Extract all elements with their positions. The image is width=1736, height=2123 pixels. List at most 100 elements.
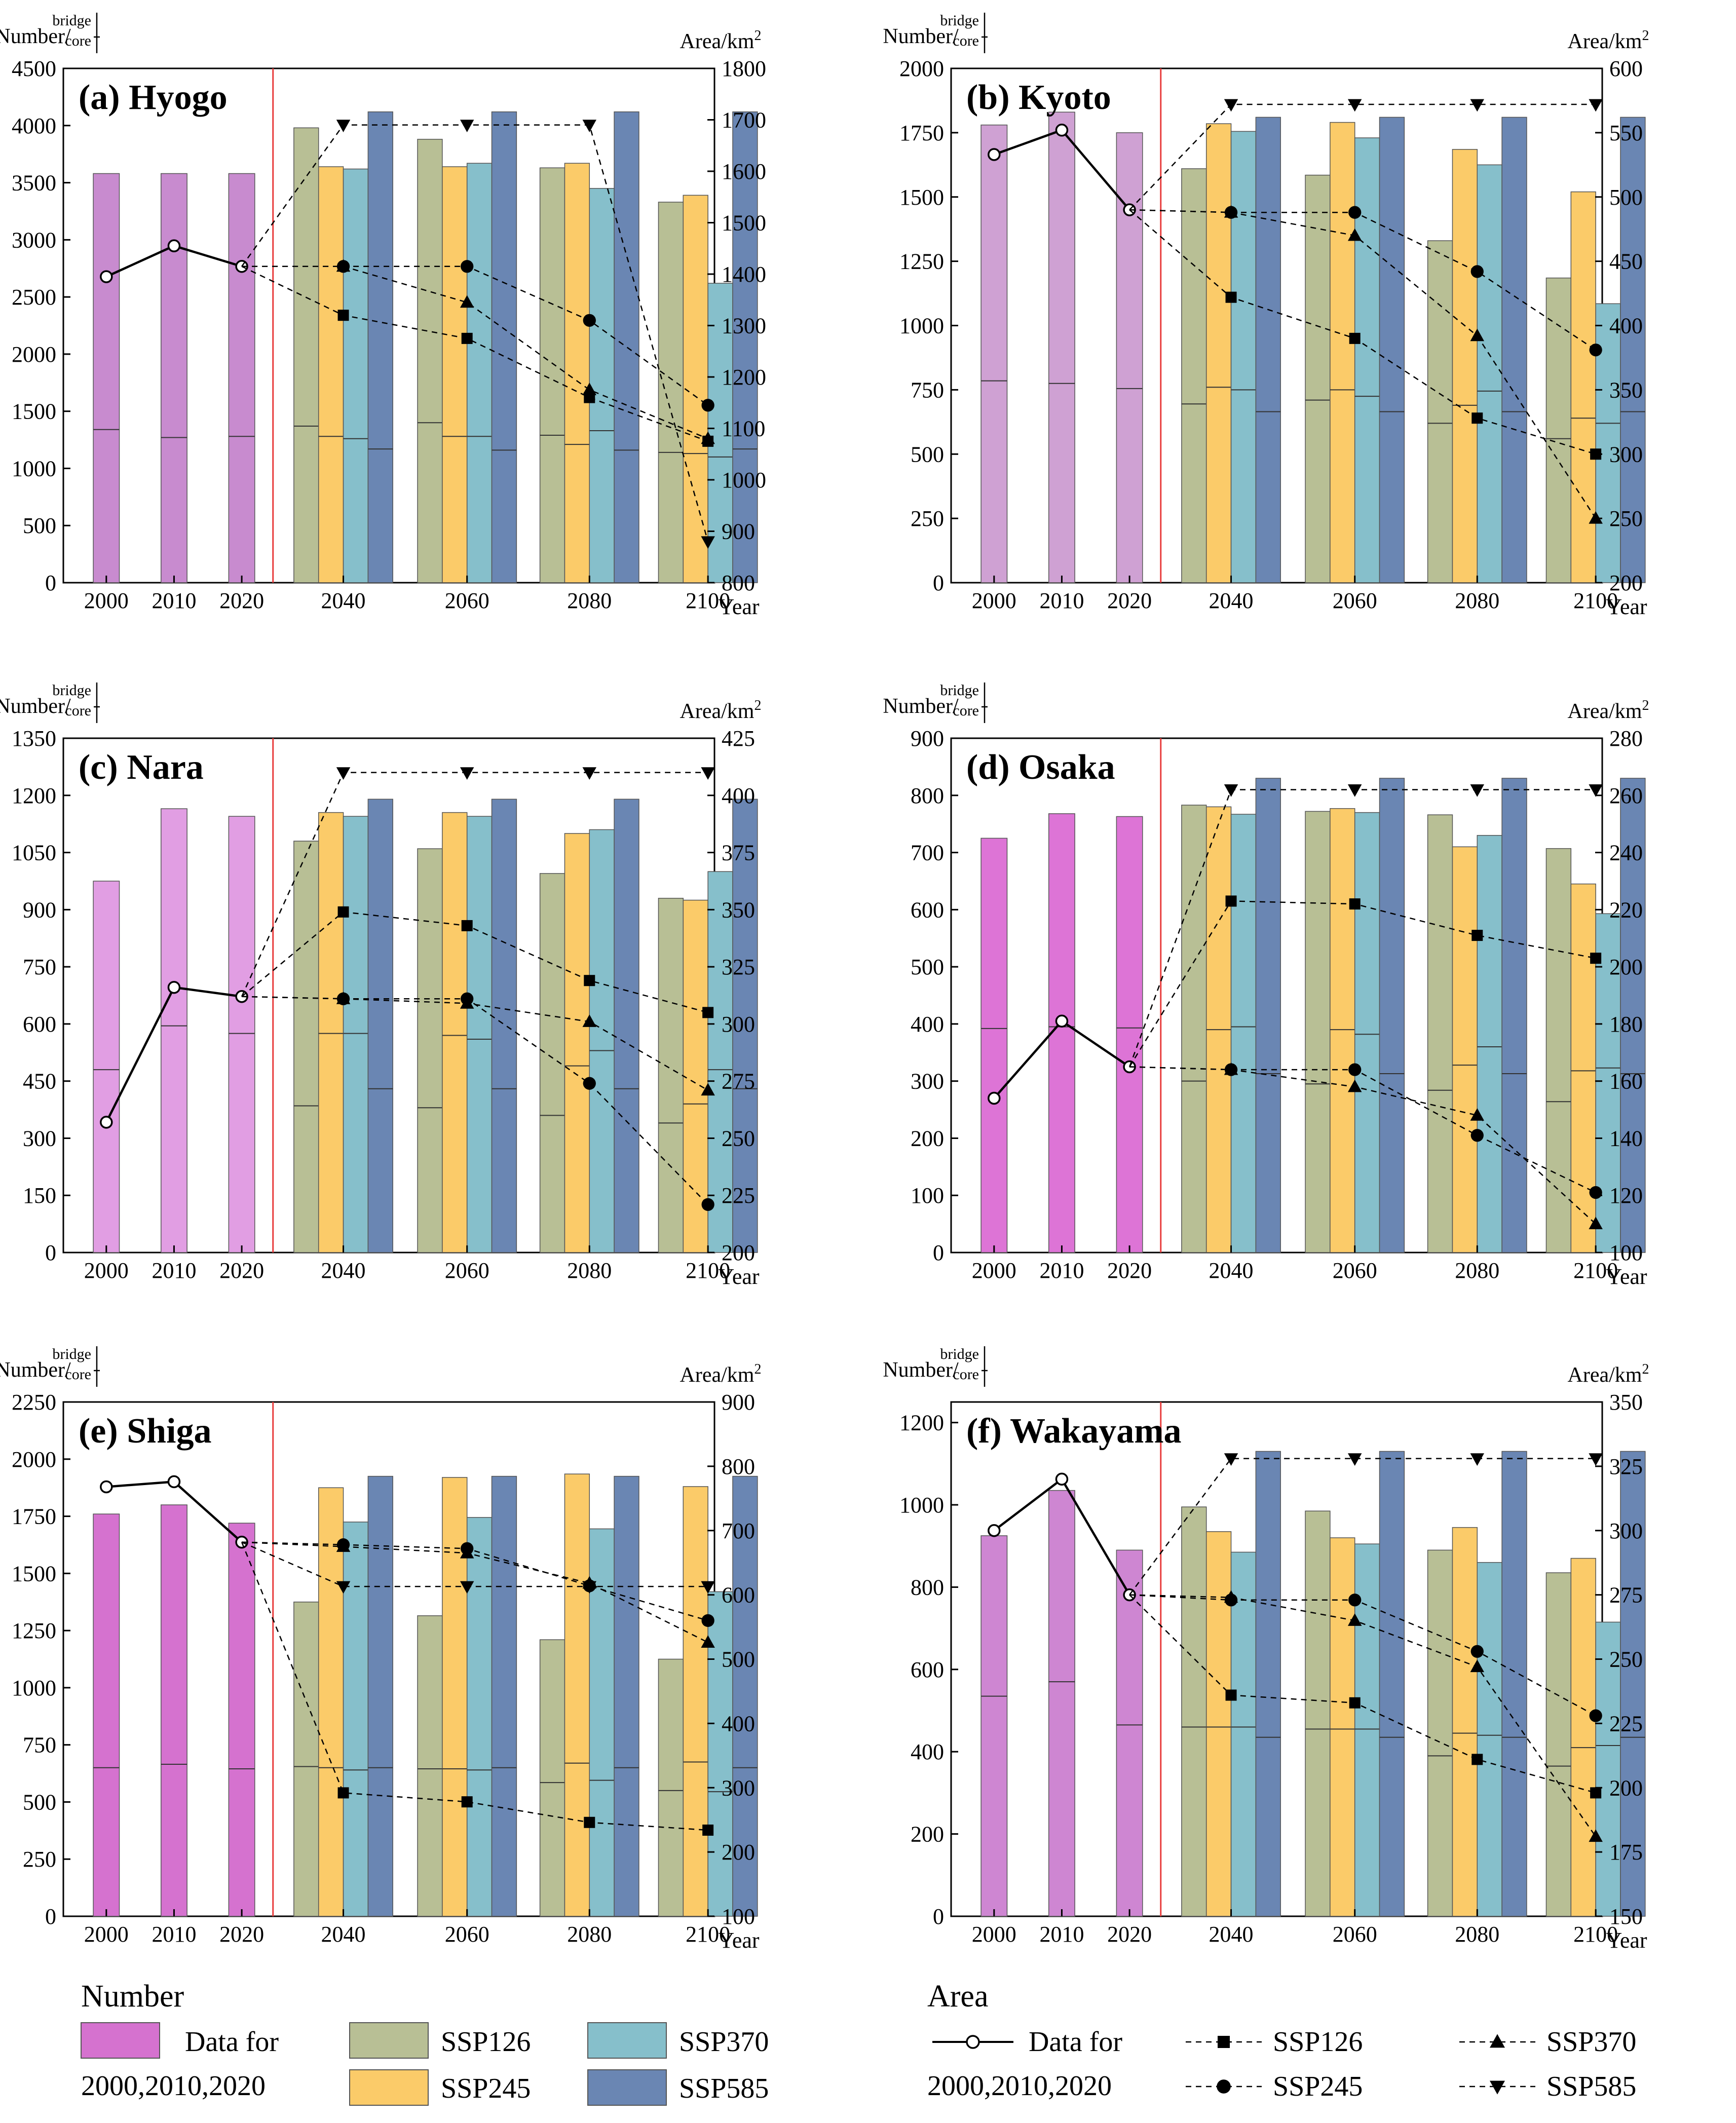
y-tick-label: 1000 (12, 456, 56, 481)
bar-ssp126-2100 (658, 202, 684, 583)
bar-key-bottom: core (65, 702, 91, 719)
area-point-historical-2010 (167, 1475, 181, 1489)
y2-axis-title-sup: 2 (1642, 1361, 1649, 1377)
area-point-ssp370-2080 (582, 1014, 597, 1027)
area-point-ssp126-2060 (461, 920, 473, 931)
y2-tick-label: 175 (1609, 1840, 1643, 1865)
y2-tick-label: 1100 (722, 416, 765, 441)
y2-axis-title: Area/km2 (1568, 1361, 1649, 1387)
bar-historical-2020 (228, 173, 255, 583)
area-point-ssp245-2060 (1348, 206, 1362, 219)
y-axis-title: Number/ (883, 1358, 959, 1382)
y2-tick-label: 325 (722, 955, 755, 979)
bar-ssp245-2060 (442, 812, 468, 1253)
bar-ssp585-2100 (732, 1475, 758, 1917)
area-point-ssp126-2040 (337, 310, 349, 321)
chart-panel-4: 0 100 200 300 400 500 600 700 800 900 100 120 140 160… (883, 682, 1649, 1289)
area-point-ssp370-2040 (336, 259, 351, 272)
y-tick-label: 500 (23, 1790, 56, 1814)
x-tick-label-2020: 2020 (219, 588, 264, 613)
bar-ssp370-2060 (1354, 137, 1380, 583)
y2-tick-label: 200 (722, 1840, 755, 1865)
x-tick-label-2020: 2020 (219, 1922, 264, 1947)
area-point-historical-2010 (1055, 1472, 1069, 1486)
bar-key-bottom: core (953, 702, 979, 719)
bar-key-bottom: core (65, 1366, 91, 1383)
bar-ssp126-2040 (1181, 168, 1207, 583)
bar-ssp126-2040 (293, 127, 319, 583)
y-tick-label: 500 (911, 955, 944, 979)
x-tick-label-2010: 2010 (152, 588, 196, 613)
x-tick-label-2000: 2000 (972, 1258, 1016, 1283)
area-point-ssp370-2080 (1470, 1108, 1485, 1121)
area-point-ssp126-2040 (1225, 895, 1237, 907)
x-tick-label-2100: 2100 (686, 1922, 730, 1947)
bar-ssp585-2080 (1501, 778, 1527, 1253)
area-point-ssp126-2100 (1590, 1787, 1602, 1799)
legend-historical-line2: 2000,2010,2020 (81, 2070, 266, 2102)
legend-marker-ssp370 (1490, 2034, 1505, 2048)
y2-tick-label: 160 (1609, 1069, 1643, 1094)
bar-ssp585-2080 (1501, 117, 1527, 583)
y-tick-label: 1000 (899, 314, 944, 338)
bar-ssp585-2060 (491, 1475, 517, 1917)
bar-ssp126-2060 (1305, 1510, 1331, 1917)
y2-tick-label: 600 (722, 1583, 755, 1608)
area-point-ssp370-2040 (336, 991, 351, 1004)
bar-ssp370-2040 (343, 168, 369, 583)
area-point-ssp245-2100 (701, 399, 714, 412)
y2-tick-label: 150 (1609, 1904, 1643, 1929)
area-point-ssp245-2060 (1348, 1063, 1362, 1076)
area-point-ssp245-2100 (1589, 1186, 1602, 1199)
bar-ssp126-2060 (417, 139, 443, 583)
y-tick-label: 0 (45, 571, 56, 595)
area-point-ssp245-2080 (583, 314, 596, 327)
bar-ssp585-2040 (1255, 1451, 1281, 1917)
bar-key-top: bridge (52, 682, 91, 699)
area-point-ssp370-2100 (1589, 1829, 1603, 1842)
area-point-ssp126-2060 (461, 332, 473, 344)
y2-tick-label: 120 (1609, 1183, 1643, 1208)
area-point-ssp126-2040 (337, 906, 349, 918)
bar-historical-2020 (1116, 1549, 1143, 1917)
x-tick-label-2000: 2000 (84, 1258, 129, 1283)
panel-title: (b) Kyoto (966, 78, 1111, 117)
y2-tick-label: 180 (1609, 1012, 1643, 1037)
bar-ssp126-2040 (1181, 1506, 1207, 1917)
bar-ssp370-2060 (1354, 1543, 1380, 1917)
bar-ssp245-2100 (1570, 191, 1596, 583)
bar-ssp585-2040 (367, 799, 393, 1253)
x-axis-title: Year (1606, 594, 1647, 619)
y2-tick-label: 220 (1609, 897, 1643, 922)
area-point-ssp370-2060 (1347, 1613, 1362, 1626)
y2-tick-label: 900 (722, 519, 755, 544)
bar-ssp126-2060 (1305, 174, 1331, 583)
y-tick-label: 500 (911, 442, 944, 467)
legend-area-title: Area (927, 1979, 988, 2014)
bar-key-top: bridge (52, 1346, 91, 1362)
y2-tick-label: 300 (722, 1775, 755, 1800)
area-point-ssp585-2040 (1224, 99, 1238, 112)
x-tick-label-2040: 2040 (321, 1258, 366, 1283)
y2-tick-label: 280 (1609, 726, 1643, 751)
y2-tick-label: 800 (722, 571, 755, 595)
area-point-ssp370-2060 (1347, 1079, 1362, 1092)
y2-tick-label: 1800 (722, 56, 766, 81)
area-point-ssp370-2060 (1347, 228, 1362, 241)
bar-ssp585-2080 (614, 799, 639, 1253)
bar-historical-2000 (980, 838, 1008, 1253)
bar-ssp370-2100 (1595, 1621, 1621, 1917)
y2-axis-title: Area/km2 (1568, 28, 1649, 53)
x-tick-label-2010: 2010 (1039, 1258, 1084, 1283)
y-tick-label: 400 (911, 1739, 944, 1764)
y-tick-label: 1200 (12, 783, 56, 808)
x-tick-label-2040: 2040 (321, 588, 366, 613)
area-point-ssp370-2060 (460, 1545, 474, 1559)
area-point-ssp245-2080 (1470, 1129, 1484, 1142)
bar-ssp585-2040 (1255, 778, 1281, 1253)
area-point-ssp585-2060 (1347, 784, 1362, 797)
y-tick-label: 0 (933, 1240, 944, 1265)
area-point-ssp585-2040 (1224, 1453, 1238, 1466)
bar-ssp126-2100 (658, 1658, 684, 1917)
y2-tick-label: 400 (722, 783, 755, 808)
